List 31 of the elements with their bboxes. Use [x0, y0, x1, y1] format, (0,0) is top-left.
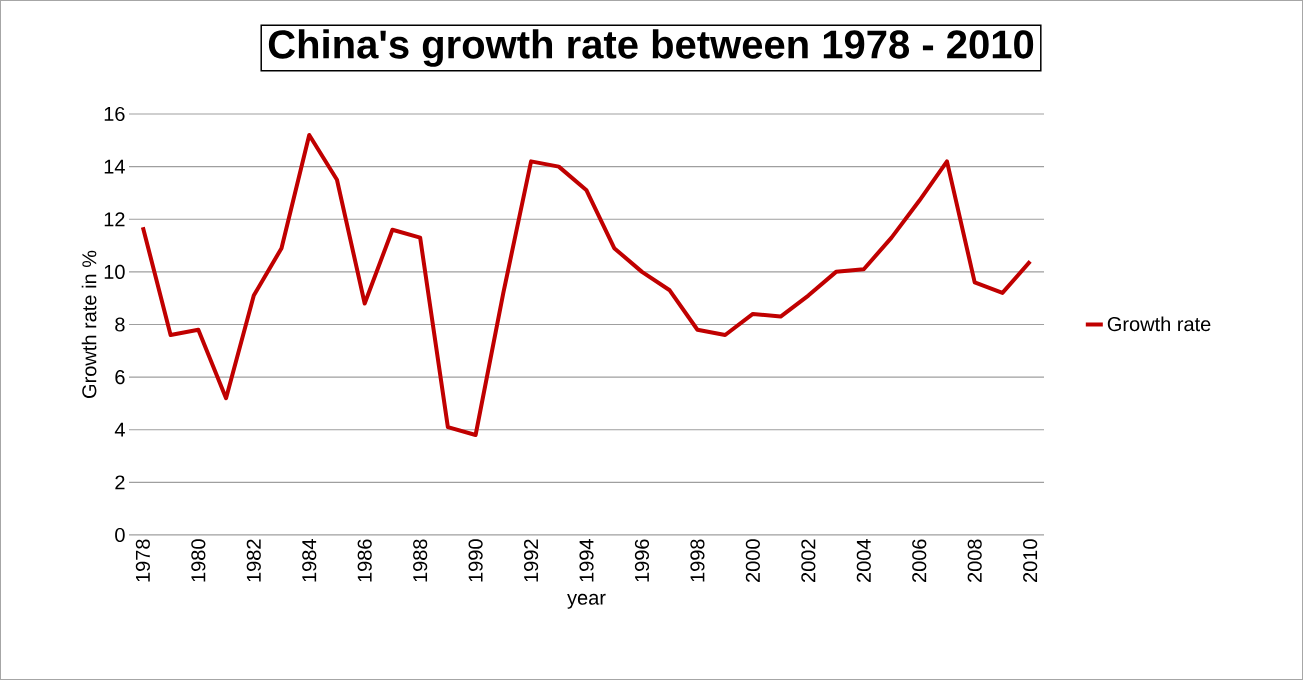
line-series: [140, 133, 1033, 438]
x-tick-label: 1994: [579, 539, 594, 582]
y-tick-label: 10: [104, 264, 125, 279]
x-tick-label: 1990: [468, 539, 483, 582]
x-tick-label: 2006: [912, 539, 927, 583]
x-tick-label: 1986: [357, 539, 372, 582]
x-tick-label: 1984: [302, 539, 317, 582]
x-tick-label: 2008: [967, 539, 982, 583]
x-tick-label: 2004: [856, 539, 871, 583]
legend-label: Growth rate: [1107, 316, 1211, 332]
y-tick-label: 6: [115, 370, 125, 385]
y-tick-label: 4: [114, 422, 125, 437]
y-tick-label: 2: [115, 475, 125, 490]
x-tick-label: 1980: [191, 539, 206, 582]
y-tick-label: 16: [104, 106, 125, 122]
y-tick-label: 12: [104, 212, 125, 227]
x-tick-label: 2000: [745, 539, 760, 583]
y-tick-label: 14: [104, 159, 125, 174]
x-tick-label: 1978: [135, 539, 150, 582]
x-tick-label: 1982: [246, 539, 261, 582]
x-tick-label: 2002: [801, 539, 816, 583]
x-tick-label: 1996: [634, 539, 650, 582]
x-tick-label: 1988: [413, 539, 428, 582]
x-axis-title: year: [567, 593, 606, 609]
y-axis-title: Growth rate in %: [81, 250, 97, 398]
y-tick-label: 8: [115, 317, 125, 332]
x-tick-label: 1998: [690, 539, 705, 582]
x-tick-label: 1992: [523, 539, 539, 582]
chart-title: China's growth rate between 1978 - 2010: [268, 29, 1034, 67]
x-tick-label: 2010: [1023, 539, 1038, 583]
y-tick-label: 0: [115, 527, 125, 543]
